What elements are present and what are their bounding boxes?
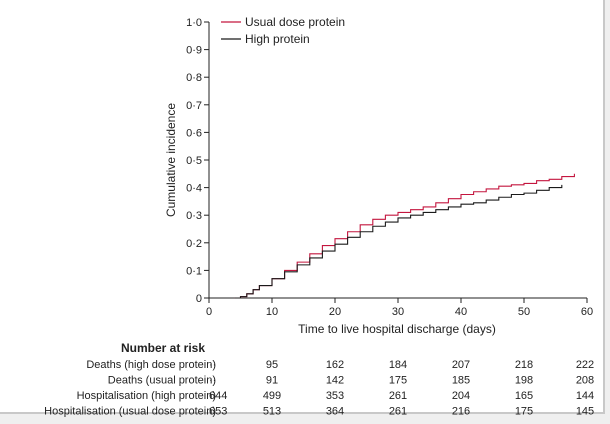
risk-row-label: Deaths (high dose protein) xyxy=(86,359,216,371)
risk-cell: 175 xyxy=(389,375,407,387)
risk-cell: 353 xyxy=(326,390,344,402)
x-tick-label: 50 xyxy=(518,306,530,318)
risk-row-label: Deaths (usual protein) xyxy=(108,375,216,387)
risk-cell: 204 xyxy=(452,390,470,402)
series-line-high-protein xyxy=(234,184,563,299)
y-tick-label: 0·6 xyxy=(186,127,202,139)
chart-series xyxy=(234,173,575,299)
y-tick-label: 0·8 xyxy=(186,72,202,84)
risk-cell: 185 xyxy=(452,375,470,387)
risk-cell: ·· xyxy=(209,375,216,387)
risk-cell: 145 xyxy=(576,406,594,418)
chart-axes: 0 0·1 0·2 0·3 0·4 0·5 0·6 0·7 0·8 0·9 1·0 0 10 20 30 40… xyxy=(186,17,593,318)
risk-cell: 95 xyxy=(266,359,278,371)
x-tick-label: 20 xyxy=(329,306,341,318)
risk-cell: 218 xyxy=(515,359,533,371)
x-tick-label: 0 xyxy=(206,306,212,318)
risk-table-title: Number at risk xyxy=(121,341,205,355)
risk-cell: 142 xyxy=(326,375,344,387)
x-tick-label: 10 xyxy=(266,306,278,318)
y-tick-label: 0·9 xyxy=(186,45,202,57)
risk-cell: 653 xyxy=(209,406,227,418)
x-tick-label: 60 xyxy=(581,306,593,318)
figure-edge-bottom xyxy=(0,414,610,424)
risk-cell: 222 xyxy=(576,359,594,371)
y-tick-label: 0·3 xyxy=(186,210,202,222)
x-axis-label: Time to live hospital discharge (days) xyxy=(298,322,496,336)
risk-cell: 216 xyxy=(452,406,470,418)
figure-frame xyxy=(0,0,605,414)
risk-row-label: Hospitalisation (high protein) xyxy=(77,390,216,402)
risk-cell: 513 xyxy=(263,406,281,418)
x-tick-label: 40 xyxy=(455,306,467,318)
figure-edge-right xyxy=(605,0,610,424)
risk-cell: 175 xyxy=(515,406,533,418)
risk-cell: 91 xyxy=(266,375,278,387)
number-at-risk-table: Number at risk Deaths (high dose protein)… xyxy=(44,341,594,418)
y-tick-label: 0·7 xyxy=(186,100,202,112)
risk-cell: 644 xyxy=(209,390,227,402)
legend-label: Usual dose protein xyxy=(245,15,345,29)
x-tick-label: 30 xyxy=(392,306,404,318)
y-tick-label: 0·1 xyxy=(186,265,202,277)
risk-cell: 207 xyxy=(452,359,470,371)
risk-cell: 364 xyxy=(326,406,344,418)
y-tick-label: 0·4 xyxy=(186,183,202,195)
y-tick-label: 0 xyxy=(196,293,202,305)
legend-label: High protein xyxy=(245,32,310,46)
risk-cell: 162 xyxy=(326,359,344,371)
risk-cell: 198 xyxy=(515,375,533,387)
y-axis-label: Cumulative incidence xyxy=(164,103,178,217)
risk-cell: ·· xyxy=(209,359,216,371)
risk-cell: 261 xyxy=(389,406,407,418)
y-tick-label: 1·0 xyxy=(186,17,202,29)
series-line-usual-dose-protein xyxy=(234,173,575,299)
risk-cell: 165 xyxy=(515,390,533,402)
chart-legend: Usual dose protein High protein xyxy=(221,15,345,46)
risk-cell: 499 xyxy=(263,390,281,402)
risk-row-label: Hospitalisation (usual dose protein) xyxy=(44,406,216,418)
risk-cell: 261 xyxy=(389,390,407,402)
y-tick-label: 0·5 xyxy=(186,155,202,167)
risk-cell: 208 xyxy=(576,375,594,387)
risk-cell: 144 xyxy=(576,390,594,402)
y-tick-label: 0·2 xyxy=(186,238,202,250)
risk-cell: 184 xyxy=(389,359,407,371)
